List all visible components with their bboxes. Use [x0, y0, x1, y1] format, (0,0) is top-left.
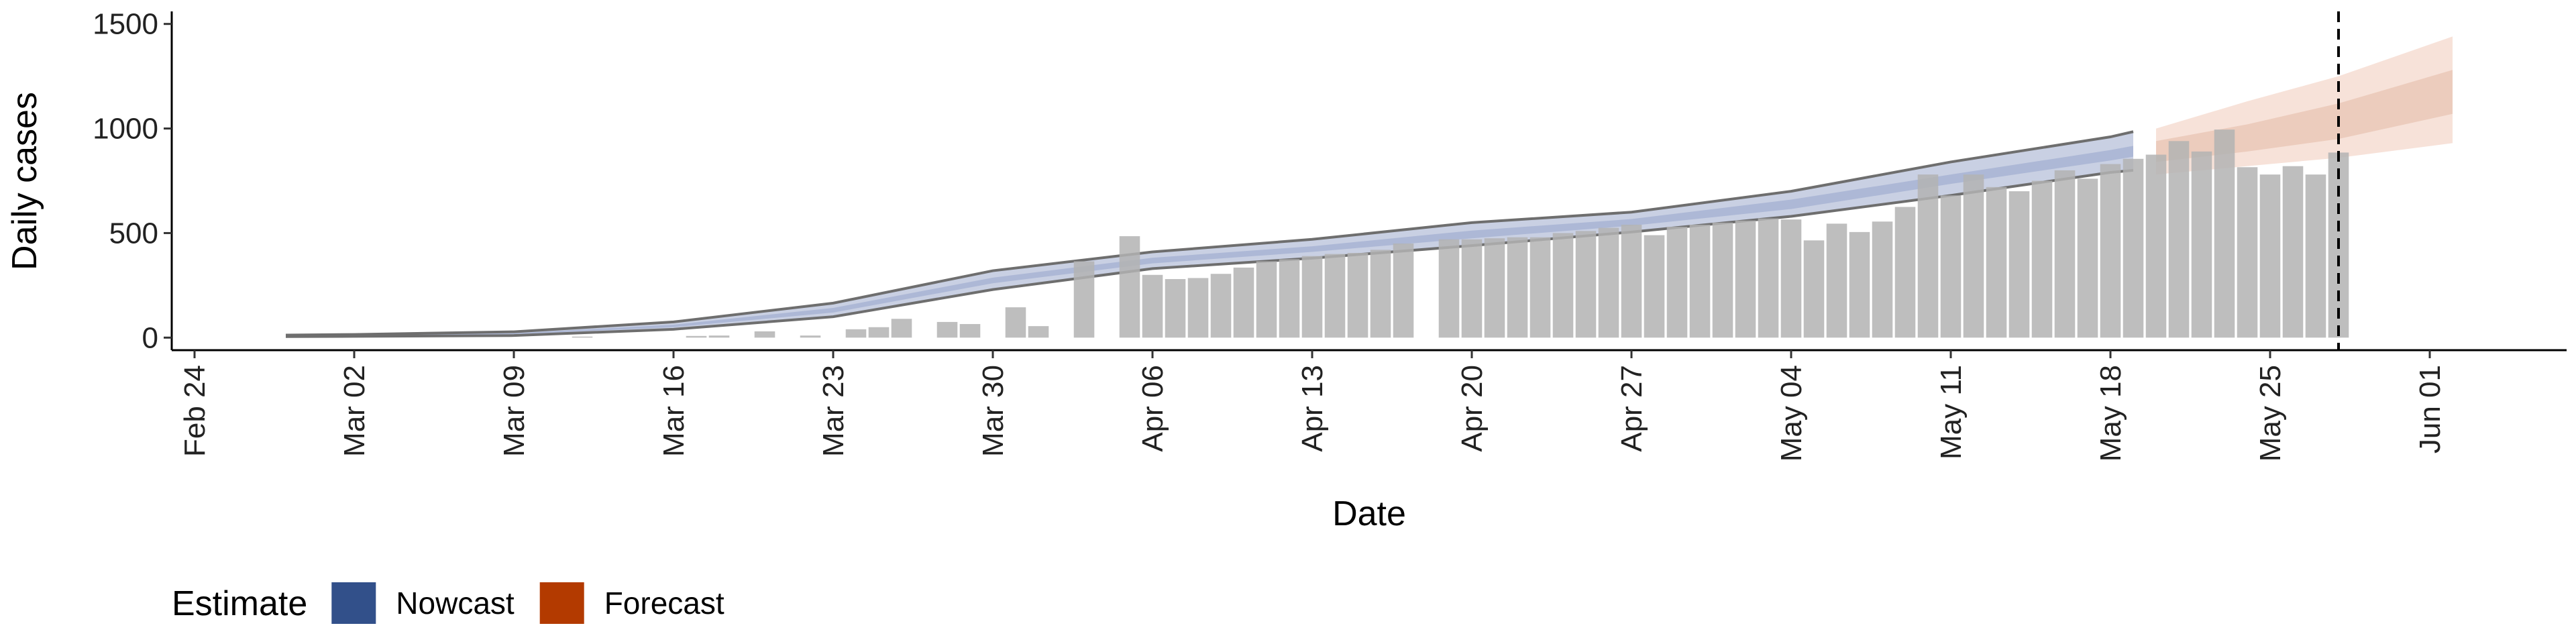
- bar: [1370, 250, 1391, 338]
- bar: [1119, 236, 1140, 338]
- interval-line: [285, 130, 2134, 337]
- bar: [1849, 231, 1870, 338]
- y-axis-label: Daily cases: [5, 92, 44, 270]
- bar: [1210, 274, 1232, 338]
- bar: [2305, 174, 2326, 338]
- x-tick-label: Apr 27: [1615, 365, 1648, 452]
- bar: [800, 335, 821, 338]
- bar: [686, 335, 707, 338]
- x-tick-label: Jun 01: [2414, 365, 2447, 453]
- x-tick-label: May 18: [2094, 365, 2127, 462]
- bar: [1872, 221, 1893, 338]
- bar: [2008, 191, 2030, 338]
- bar: [1438, 239, 1460, 338]
- bar: [891, 319, 912, 338]
- bar: [1301, 256, 1323, 338]
- legend-title: Estimate: [172, 584, 307, 623]
- bar: [1712, 222, 1733, 338]
- bar: [2214, 129, 2235, 338]
- bar: [1073, 261, 1095, 338]
- x-tick-label: Mar 02: [338, 365, 371, 457]
- bar: [1644, 235, 1665, 338]
- bar: [1484, 238, 1505, 338]
- plot-area: [285, 36, 2453, 338]
- legend-label: Nowcast: [396, 586, 515, 621]
- bar: [2123, 158, 2144, 338]
- x-tick-label: Mar 23: [817, 365, 850, 457]
- bar: [1142, 274, 1163, 338]
- x-tick-label: May 11: [1935, 365, 1968, 460]
- x-tick-label: Apr 13: [1296, 365, 1329, 452]
- bar: [1803, 240, 1825, 338]
- bar: [1552, 233, 1574, 338]
- bar: [1986, 186, 2007, 338]
- bar: [1233, 267, 1254, 338]
- bar: [708, 335, 730, 338]
- bar: [2145, 154, 2167, 338]
- x-tick-label: May 25: [2254, 365, 2287, 462]
- legend-swatch: [539, 582, 584, 624]
- bar: [959, 324, 981, 338]
- bar: [2054, 170, 2076, 338]
- bar: [1917, 174, 1939, 338]
- y-tick-label: 1000: [93, 113, 158, 146]
- bar: [2282, 166, 2304, 338]
- bar: [1187, 278, 1209, 338]
- bar: [1894, 207, 1916, 338]
- x-tick-label: Apr 20: [1456, 365, 1489, 452]
- bar: [1575, 231, 1597, 338]
- bar: [2259, 174, 2281, 338]
- bar: [754, 331, 775, 338]
- bar: [1735, 220, 1756, 338]
- x-tick-label: Mar 30: [977, 365, 1010, 457]
- y-tick-label: 0: [142, 321, 158, 354]
- bar: [2168, 141, 2190, 338]
- bar: [1598, 227, 1619, 338]
- bar: [1780, 219, 1802, 338]
- legend-swatch: [331, 582, 376, 624]
- x-tick-label: Mar 16: [657, 365, 690, 457]
- bar: [1758, 218, 1779, 338]
- x-tick-label: Mar 09: [498, 365, 531, 457]
- x-axis-label: Date: [1332, 494, 1406, 533]
- bar: [1529, 237, 1551, 338]
- bar: [2031, 180, 2053, 338]
- bar: [1461, 239, 1483, 338]
- bar: [936, 321, 958, 338]
- bar: [572, 336, 593, 338]
- bar: [1165, 279, 1186, 338]
- y-tick-label: 1500: [93, 8, 158, 41]
- bar: [1347, 253, 1368, 338]
- bar: [2077, 178, 2098, 338]
- x-tick-label: Apr 06: [1136, 365, 1169, 452]
- legend-label: Forecast: [604, 586, 724, 621]
- bar: [1621, 224, 1642, 338]
- bar: [2191, 151, 2212, 338]
- bar: [1826, 223, 1847, 338]
- bar: [1940, 195, 1962, 338]
- bar: [1256, 261, 1277, 338]
- y-tick-label: 500: [109, 217, 158, 250]
- bar: [2100, 164, 2121, 338]
- bar: [1393, 244, 1414, 338]
- bar: [1028, 326, 1049, 338]
- bar: [1963, 174, 1984, 338]
- bar: [1324, 254, 1346, 338]
- bar: [1507, 237, 1528, 338]
- x-tick-label: Feb 24: [178, 365, 211, 457]
- bar: [1689, 224, 1711, 338]
- bar: [1005, 307, 1026, 338]
- bar: [868, 327, 890, 338]
- x-tick-label: May 04: [1775, 365, 1808, 462]
- bar: [845, 329, 867, 338]
- bar: [1666, 227, 1688, 338]
- bar: [2237, 167, 2258, 338]
- bar: [1279, 259, 1300, 338]
